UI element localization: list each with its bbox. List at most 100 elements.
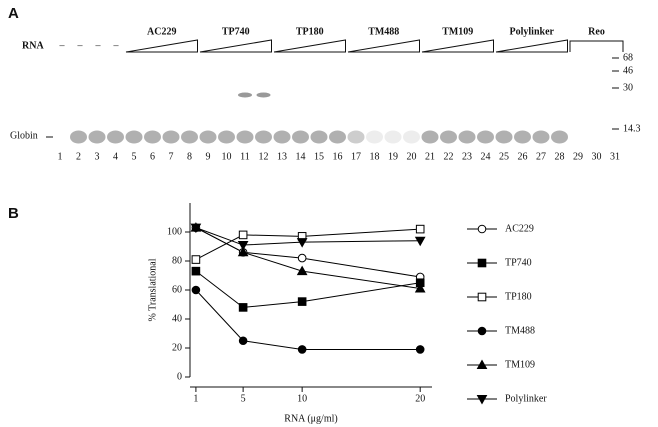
globin-band (551, 130, 568, 144)
group-label: TP740 (222, 26, 250, 37)
lane-number: 24 (481, 151, 491, 162)
point (237, 241, 249, 251)
legend-marker (477, 258, 487, 268)
lane-number: 4 (113, 151, 118, 162)
lane-number: 7 (169, 151, 174, 162)
group-label: Reo (588, 26, 605, 37)
lane-number: 6 (150, 151, 155, 162)
control-bracket (569, 40, 624, 52)
legend-marker (476, 359, 488, 369)
point (297, 253, 307, 263)
legend-label: TP740 (505, 257, 532, 268)
lane-number: 29 (573, 151, 583, 162)
point (414, 236, 426, 247)
group-label: TM109 (442, 26, 473, 37)
series-line (195, 227, 421, 290)
globin-band (107, 130, 124, 144)
globin-band (440, 130, 457, 144)
y-tick-label: 20 (172, 342, 182, 353)
concentration-wedge (495, 39, 568, 53)
globin-band (403, 130, 420, 144)
globin-band (384, 130, 402, 144)
globin-band (329, 130, 346, 144)
globin-band (236, 130, 254, 144)
globin-band (273, 130, 291, 144)
globin-band (255, 130, 272, 144)
globin-band (421, 130, 439, 144)
series-line (195, 227, 421, 246)
lane-number: 15 (314, 151, 324, 162)
lane-number: 27 (536, 151, 546, 162)
point (415, 224, 425, 234)
lane-number: 23 (462, 151, 472, 162)
series-line (195, 228, 421, 260)
lane-number: 3 (95, 151, 100, 162)
legend-label: TM488 (505, 325, 535, 336)
lane-number: 22 (444, 151, 454, 162)
y-tick-label: 80 (172, 255, 182, 266)
lane-number: 20 (407, 151, 417, 162)
lane-number: 8 (187, 151, 192, 162)
globin-band (458, 130, 476, 144)
y-tick-label: 100 (167, 226, 182, 237)
legend-label: AC229 (505, 223, 534, 234)
lane-number: 19 (388, 151, 398, 162)
point (238, 303, 248, 312)
control-dash: – (113, 40, 120, 51)
lane-number: 18 (370, 151, 380, 162)
lane-number: 30 (592, 151, 602, 162)
lane-number: 14 (296, 151, 306, 162)
globin-band (144, 130, 161, 144)
concentration-wedge (125, 39, 198, 53)
globin-band (514, 130, 531, 144)
globin-band (125, 130, 143, 144)
x-axis-label: RNA (μg/ml) (284, 413, 337, 424)
marker-size: 46 (623, 65, 633, 76)
point (237, 246, 249, 257)
legend-label: TP180 (505, 291, 532, 302)
lane-number: 16 (333, 151, 343, 162)
control-dash: – (77, 40, 84, 51)
concentration-wedge (273, 39, 346, 53)
lane-number: 28 (555, 151, 565, 162)
point (191, 255, 201, 264)
legend-label: TM109 (505, 359, 535, 370)
globin-band (310, 130, 328, 144)
globin-band (477, 130, 494, 144)
x-tick-label: 20 (415, 393, 425, 404)
globin-band (366, 130, 383, 144)
globin-band (495, 130, 513, 144)
lane-number: 11 (240, 151, 250, 162)
group-label: TM488 (368, 26, 399, 37)
globin-band (218, 130, 235, 144)
concentration-wedge (421, 39, 494, 53)
marker-size: 68 (623, 52, 633, 63)
globin-band (88, 130, 106, 144)
group-label: AC229 (147, 26, 176, 37)
rna-label: RNA (22, 40, 44, 51)
y-tick-label: 0 (177, 371, 182, 382)
lane-number: 21 (425, 151, 435, 162)
lane-number: 2 (76, 151, 81, 162)
group-label: Polylinker (510, 26, 555, 37)
point (238, 230, 248, 240)
legend-marker (476, 395, 488, 405)
series-line (195, 289, 421, 350)
marker-size: 30 (623, 82, 633, 93)
globin-band (70, 130, 87, 144)
globin-band (162, 130, 180, 144)
point (414, 283, 426, 293)
lane-number: 10 (222, 151, 232, 162)
point (190, 223, 202, 234)
x-tick-label: 5 (241, 393, 246, 404)
lane-number: 12 (259, 151, 269, 162)
marker-size: 14.3 (623, 123, 641, 134)
legend-marker (477, 292, 487, 302)
point (238, 336, 248, 346)
legend-marker (477, 224, 487, 234)
lane-number: 17 (351, 151, 361, 162)
product-band (238, 92, 252, 98)
legend-label: Polylinker (505, 393, 547, 404)
globin-band (199, 130, 217, 144)
